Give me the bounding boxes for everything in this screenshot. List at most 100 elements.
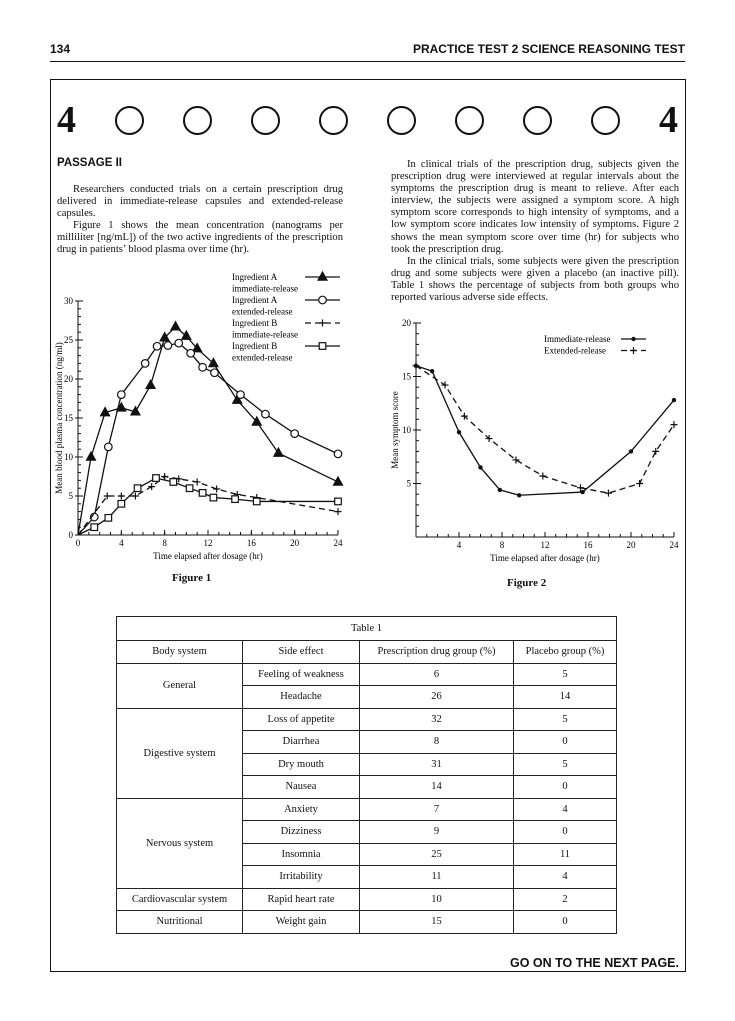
table-cell: 0 bbox=[513, 820, 617, 844]
data-point-marker bbox=[85, 450, 97, 461]
legend-label: extended-release bbox=[232, 307, 292, 317]
body-system-cell: General bbox=[116, 662, 243, 709]
legend-label: Ingredient B bbox=[232, 341, 277, 351]
circle-icon bbox=[319, 105, 348, 135]
data-point-marker bbox=[236, 390, 245, 399]
table-row: Dry mouth 31 5 bbox=[117, 752, 617, 776]
data-point-marker bbox=[517, 493, 522, 498]
data-point-marker bbox=[152, 341, 162, 351]
data-point-marker bbox=[671, 397, 677, 403]
data-point-marker bbox=[191, 342, 203, 353]
data-point-marker bbox=[169, 320, 182, 331]
data-point-marker bbox=[261, 409, 270, 419]
x-tick-label: 20 bbox=[627, 540, 637, 550]
circle-icon bbox=[115, 105, 144, 135]
data-point-marker bbox=[193, 478, 201, 486]
x-tick-label: 0 bbox=[76, 538, 81, 548]
table-cell: Feeling of weakness bbox=[242, 662, 360, 686]
series-line bbox=[77, 477, 338, 536]
data-point-marker bbox=[148, 483, 156, 491]
table-cell: Headache bbox=[242, 685, 360, 709]
legend-label: Ingredient B bbox=[232, 318, 277, 328]
data-point-marker bbox=[318, 295, 327, 305]
data-point-marker bbox=[456, 429, 462, 435]
column-header: Side effect bbox=[242, 640, 360, 664]
y-tick-label: 5 bbox=[407, 479, 412, 489]
circle-icon bbox=[251, 105, 280, 135]
x-tick-label: 12 bbox=[204, 538, 213, 548]
running-header: PRACTICE TEST 2 SCIENCE REASONING TEST bbox=[412, 42, 685, 56]
table-row: Nervous system Anxiety 7 4 bbox=[116, 797, 617, 889]
x-tick-label: 12 bbox=[541, 540, 550, 550]
table-cell: Insomnia bbox=[242, 842, 360, 866]
table-cell: 32 bbox=[359, 707, 514, 731]
data-point-marker bbox=[441, 381, 449, 389]
y-tick-label: 20 bbox=[64, 374, 74, 384]
table-row: General Feeling of weakness 6 5 bbox=[116, 662, 617, 709]
data-point-marker bbox=[576, 484, 584, 492]
table-cell: 31 bbox=[359, 752, 514, 776]
figure-2-caption: Figure 2 bbox=[507, 577, 547, 589]
series-line bbox=[77, 475, 339, 536]
data-point-marker bbox=[636, 480, 644, 487]
page-frame bbox=[50, 79, 686, 972]
body-system-cell: Nervous system bbox=[116, 797, 243, 889]
x-tick-label: 20 bbox=[290, 538, 300, 548]
data-point-marker bbox=[207, 357, 219, 368]
table-cell: 11 bbox=[359, 865, 514, 889]
data-point-marker bbox=[103, 442, 113, 452]
data-point-marker bbox=[318, 342, 327, 350]
passage-paragraph: Figure 1 shows the mean concentration (n… bbox=[57, 220, 343, 256]
data-point-marker bbox=[159, 331, 171, 342]
table-cell: 14 bbox=[513, 685, 617, 709]
body-system-cell: Cardiovascular system bbox=[116, 887, 243, 911]
table-cell: Nausea bbox=[242, 775, 360, 799]
data-point-marker bbox=[628, 449, 634, 454]
data-point-marker bbox=[117, 499, 126, 508]
data-point-marker bbox=[180, 329, 192, 340]
data-point-marker bbox=[145, 378, 157, 390]
table-cell: 7 bbox=[359, 797, 514, 821]
figure-2-axes: 4 8 12 16 20 24 5 10 15 20 Time elapsed after dosa… bbox=[390, 318, 679, 563]
x-tick-label: 24 bbox=[670, 540, 680, 550]
table-row: Cardiovascular system Rapid heart rate 10 2 bbox=[116, 887, 617, 911]
figure-1-series bbox=[77, 320, 344, 536]
series-line bbox=[415, 365, 675, 494]
column-header: Placebo group (%) bbox=[513, 640, 617, 664]
data-point-marker bbox=[333, 449, 343, 459]
legend-label: immediate-release bbox=[232, 284, 298, 294]
data-point-marker bbox=[460, 412, 468, 420]
figure-1-caption: Figure 1 bbox=[172, 572, 212, 584]
passage-paragraph: In clinical trials of the prescription d… bbox=[391, 159, 679, 255]
passage-paragraph: Researchers conducted trials on a certai… bbox=[57, 184, 343, 220]
column-header: Body system bbox=[116, 640, 243, 664]
data-point-marker bbox=[90, 523, 99, 532]
x-axis-label: Time elapsed after dosage (hr) bbox=[153, 551, 263, 561]
data-point-marker bbox=[213, 485, 221, 493]
circle-icon bbox=[387, 105, 416, 135]
figure-2-chart: 4 8 12 16 20 24 5 10 15 20 Time elapsed after dosa… bbox=[390, 318, 679, 563]
data-point-marker bbox=[252, 497, 261, 506]
data-point-marker bbox=[174, 338, 184, 348]
table-row: Dizziness 9 0 bbox=[117, 820, 617, 844]
data-point-marker bbox=[163, 341, 173, 350]
data-point-marker bbox=[251, 415, 263, 426]
legend-label: extended-release bbox=[232, 353, 292, 363]
section-number-right: 4 bbox=[659, 99, 678, 141]
table-cell: Dizziness bbox=[242, 820, 360, 844]
data-point-marker bbox=[631, 336, 636, 342]
table-cell: 4 bbox=[513, 865, 617, 889]
data-point-marker bbox=[316, 270, 329, 281]
y-tick-label: 30 bbox=[64, 296, 74, 306]
data-point-marker bbox=[670, 421, 678, 429]
data-point-marker bbox=[169, 478, 178, 486]
data-point-marker bbox=[115, 401, 127, 412]
table-body: General Feeling of weakness 6 5 Headache 26 14… bbox=[116, 662, 617, 934]
circle-icon bbox=[591, 105, 620, 135]
y-tick-label: 15 bbox=[64, 413, 74, 423]
table-cell: 26 bbox=[359, 685, 514, 709]
x-tick-label: 4 bbox=[119, 538, 124, 548]
data-point-marker bbox=[290, 429, 300, 439]
table-cell: 0 bbox=[513, 775, 617, 799]
circle-icon bbox=[183, 105, 212, 135]
